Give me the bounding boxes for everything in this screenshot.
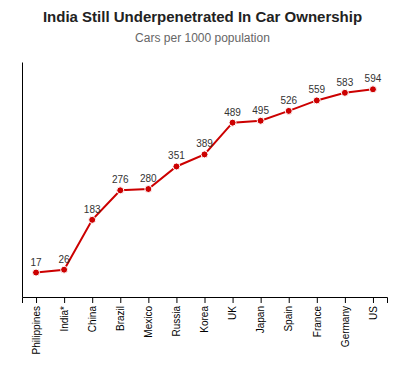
x-tick-label: France — [312, 306, 323, 338]
x-tick: Korea — [199, 297, 210, 333]
plot: Philippines India* China Brazil Mexico Russia… — [23, 63, 388, 355]
x-axis-line — [23, 298, 388, 304]
x-tick-mark — [92, 297, 93, 303]
x-tick-label: Brazil — [115, 306, 126, 331]
y-axis — [22, 63, 23, 298]
x-tick-mark — [289, 297, 290, 303]
point — [117, 187, 124, 194]
x-axis: Philippines India* China Brazil Mexico Russia… — [23, 297, 388, 354]
title: India Still Underpenetrated In Car Owner… — [43, 8, 362, 25]
x-tick: Mexico — [143, 297, 154, 338]
x-tick-mark — [64, 297, 65, 303]
subtitle: Cars per 1000 population — [135, 31, 270, 45]
data-label: 351 — [168, 150, 185, 161]
x-tick: Spain — [283, 297, 294, 332]
data-labels: 17 26 183 276 280 351 389 489 495 526 559 583 594 — [30, 73, 381, 267]
x-tick-label: China — [87, 306, 98, 333]
x-tick: Brazil — [115, 297, 126, 331]
x-tick-label: Mexico — [143, 306, 154, 338]
x-tick: US — [368, 297, 379, 320]
data-label: 183 — [84, 204, 101, 215]
x-tick: India* — [59, 297, 70, 332]
x-tick-label: Spain — [283, 306, 294, 332]
y-axis-line — [22, 63, 23, 298]
point — [33, 269, 40, 276]
data-label: 276 — [112, 174, 129, 185]
point — [173, 163, 180, 170]
data-label: 489 — [224, 107, 241, 118]
line — [36, 89, 373, 272]
x-tick-mark — [373, 297, 374, 303]
x-tick-label: Korea — [199, 306, 210, 333]
x-tick: Germany — [340, 297, 351, 347]
x-tick-label: Germany — [340, 306, 351, 347]
data-label: 17 — [30, 257, 42, 268]
marks — [33, 86, 377, 276]
x-tick: France — [312, 297, 323, 337]
point — [201, 151, 208, 158]
x-tick-mark — [233, 297, 234, 303]
x-tick-mark — [261, 297, 262, 303]
point — [229, 119, 236, 126]
x-tick: China — [87, 297, 98, 332]
x-tick: Japan — [255, 297, 266, 333]
point — [89, 216, 96, 223]
x-tick-mark — [36, 297, 37, 303]
x-tick-label: Philippines — [31, 306, 42, 354]
chart: India Still Underpenetrated In Car Owner… — [0, 0, 405, 375]
data-label: 280 — [140, 173, 157, 184]
point — [145, 186, 152, 193]
point — [61, 266, 68, 273]
x-tick-mark — [148, 297, 149, 303]
x-tick-mark — [317, 297, 318, 303]
point — [341, 89, 348, 96]
x-tick-label: US — [368, 306, 379, 320]
data-label: 559 — [308, 84, 325, 95]
data-label: 389 — [196, 138, 213, 149]
x-tick-label: UK — [227, 306, 238, 320]
data-label: 26 — [59, 254, 71, 265]
x-tick: Philippines — [31, 297, 42, 354]
x-tick-mark — [176, 297, 177, 303]
x-tick-mark — [120, 297, 121, 303]
x-tick: UK — [227, 297, 238, 320]
point — [257, 117, 264, 124]
x-tick-mark — [345, 297, 346, 303]
data-label: 594 — [365, 73, 382, 84]
x-tick-mark — [205, 297, 206, 303]
data-label: 495 — [252, 105, 269, 116]
x-tick-label: Japan — [255, 306, 266, 333]
point — [285, 107, 292, 114]
x-tick: Russia — [171, 297, 182, 337]
x-tick-label: Russia — [171, 306, 182, 337]
data-label: 526 — [280, 95, 297, 106]
point — [369, 86, 376, 93]
x-tick-label: India* — [59, 306, 70, 332]
data-label: 583 — [337, 77, 354, 88]
point — [313, 97, 320, 104]
